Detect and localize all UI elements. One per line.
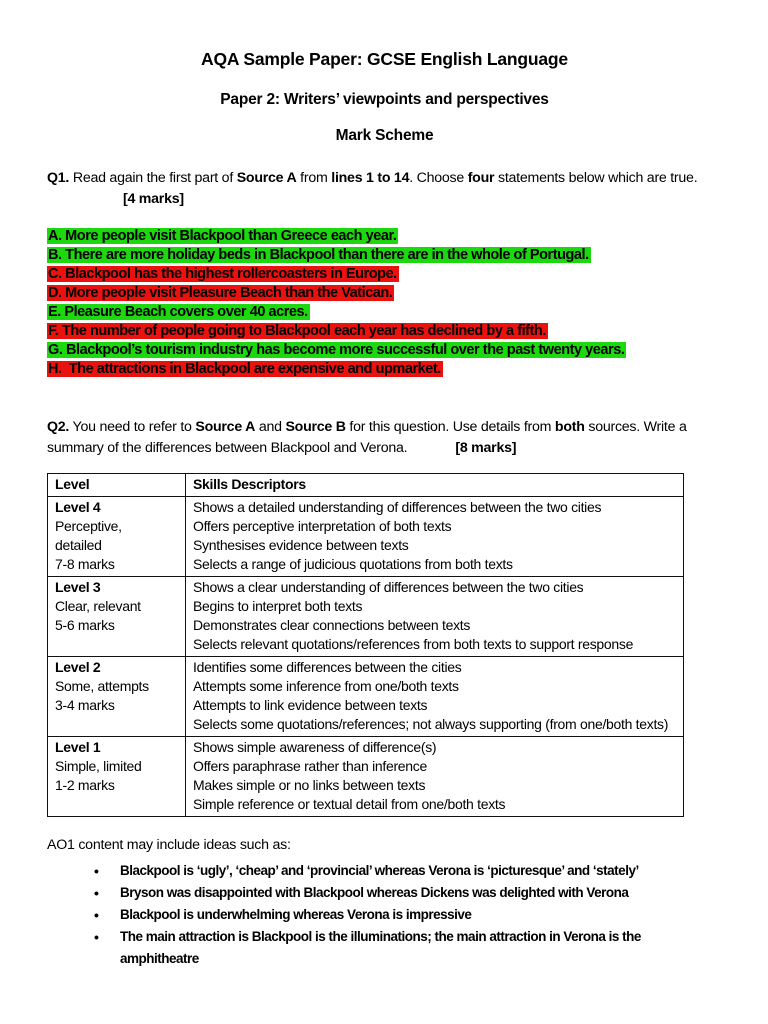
- ao1-content-heading: AO1 content may include ideas such as:: [47, 837, 291, 853]
- statement-a-text: A. More people visit Blackpool than Gree…: [47, 228, 399, 244]
- descriptor: Makes simple or no links between texts: [193, 777, 426, 793]
- table-row-level-1: Level 1 Simple, limited 1-2 marks Shows …: [47, 736, 684, 817]
- statement-f-text: F. The number of people going to Blackpo…: [47, 323, 548, 339]
- descriptor: Offers perceptive interpretation of both…: [193, 518, 452, 534]
- list-item: • Bryson was disappointed with Blackpool…: [47, 882, 722, 904]
- document-page: AQA Sample Paper: GCSE English Language …: [47, 48, 722, 970]
- statement-b: B. There are more holiday beds in Blackp…: [47, 246, 722, 265]
- q1-text: . Choose: [409, 170, 468, 186]
- level-2-cell: Level 2 Some, attempts 3-4 marks: [47, 656, 186, 737]
- statement-b-text: B. There are more holiday beds in Blackp…: [47, 247, 591, 263]
- bullet-icon: •: [94, 863, 99, 879]
- table-row-level-4: Level 4 Perceptive, detailed 7-8 marks S…: [47, 496, 684, 577]
- level-1-name: Level 1: [55, 739, 101, 755]
- level-4-cell: Level 4 Perceptive, detailed 7-8 marks: [47, 496, 186, 577]
- level-4-name: Level 4: [55, 499, 101, 515]
- q2-text: for this question. Use details from: [345, 419, 555, 435]
- statement-d-text: D. More people visit Pleasure Beach than…: [47, 285, 395, 301]
- statement-g-text: G. Blackpool’s tourism industry has beco…: [47, 342, 627, 358]
- statement-h: H. The attractions in Blackpool are expe…: [47, 360, 722, 379]
- descriptor: Shows simple awareness of difference(s): [193, 739, 437, 755]
- q2-number: Q2.: [47, 419, 70, 435]
- ao1-bullet-list: • Blackpool is ‘ugly’, ‘cheap’ and ‘prov…: [47, 860, 722, 970]
- mark-scheme-heading: Mark Scheme: [335, 127, 434, 144]
- q2-text: and: [255, 419, 286, 435]
- level-2-name: Level 2: [55, 659, 101, 675]
- q1-text: statements below which are true.: [494, 170, 698, 186]
- statement-e-text: E. Pleasure Beach covers over 40 acres.: [47, 304, 310, 320]
- mark-scheme-table: Level Skills Descriptors Level 4 Percept…: [47, 473, 684, 817]
- table-row-level-2: Level 2 Some, attempts 3-4 marks Identif…: [47, 656, 684, 737]
- level-3-cell: Level 3 Clear, relevant 5-6 marks: [47, 576, 186, 657]
- descriptor: Selects a range of judicious quotations …: [193, 556, 513, 572]
- statement-d: D. More people visit Pleasure Beach than…: [47, 284, 722, 303]
- list-item: • Blackpool is underwhelming whereas Ver…: [47, 904, 722, 926]
- q1-text: from: [296, 170, 332, 186]
- question-2: Q2. You need to refer to Source A and So…: [47, 417, 722, 459]
- bullet-icon: •: [94, 885, 99, 901]
- statement-list: A. More people visit Blackpool than Gree…: [47, 227, 722, 379]
- statement-e: E. Pleasure Beach covers over 40 acres.: [47, 303, 722, 322]
- statement-c: C. Blackpool has the highest rollercoast…: [47, 265, 722, 284]
- q2-text: sources. Write a summary of the differen…: [47, 419, 687, 456]
- level-2-descriptors: Identifies some differences between the …: [185, 656, 684, 737]
- q2-text: You need to refer to: [69, 419, 196, 435]
- table-header-row: Level Skills Descriptors: [47, 473, 684, 497]
- column-header-skills: Skills Descriptors: [185, 473, 684, 497]
- descriptor: Synthesises evidence between texts: [193, 537, 409, 553]
- bullet-text: Blackpool is underwhelming whereas Veron…: [120, 907, 472, 922]
- level-4-detail: Perceptive, detailed 7-8 marks: [55, 518, 122, 572]
- descriptor: Selects relevant quotations/references f…: [193, 636, 634, 652]
- q2-marks: [8 marks]: [455, 440, 517, 456]
- descriptor: Offers paraphrase rather than inference: [193, 758, 427, 774]
- level-4-descriptors: Shows a detailed understanding of differ…: [185, 496, 684, 577]
- descriptor: Shows a clear understanding of differenc…: [193, 579, 584, 595]
- statement-g: G. Blackpool’s tourism industry has beco…: [47, 341, 722, 360]
- statement-h-text: H. The attractions in Blackpool are expe…: [47, 361, 443, 377]
- level-3-descriptors: Shows a clear understanding of differenc…: [185, 576, 684, 657]
- column-header-level: Level: [47, 473, 186, 497]
- descriptor: Selects some quotations/references; not …: [193, 716, 669, 732]
- q1-source-a: Source A: [236, 170, 297, 186]
- bullet-icon: •: [94, 907, 99, 923]
- descriptor: Identifies some differences between the …: [193, 659, 462, 675]
- paper-subtitle: Paper 2: Writers’ viewpoints and perspec…: [220, 91, 549, 108]
- q2-both: both: [554, 419, 585, 435]
- descriptor: Demonstrates clear connections between t…: [193, 617, 471, 633]
- question-1: Q1. Read again the first part of Source …: [47, 168, 722, 210]
- descriptor: Attempts some inference from one/both te…: [193, 678, 459, 694]
- descriptor: Attempts to link evidence between texts: [193, 697, 428, 713]
- q1-number: Q1.: [47, 170, 70, 186]
- q1-text: Read again the first part of: [69, 170, 237, 186]
- q2-source-a: Source A: [195, 419, 256, 435]
- level-1-descriptors: Shows simple awareness of difference(s) …: [185, 736, 684, 817]
- level-1-detail: Simple, limited 1-2 marks: [55, 758, 142, 793]
- descriptor: Begins to interpret both texts: [193, 598, 363, 614]
- q1-four: four: [467, 170, 495, 186]
- bullet-text: Blackpool is ‘ugly’, ‘cheap’ and ‘provin…: [120, 863, 639, 878]
- level-1-cell: Level 1 Simple, limited 1-2 marks: [47, 736, 186, 817]
- descriptor: Simple reference or textual detail from …: [193, 796, 506, 812]
- level-2-detail: Some, attempts 3-4 marks: [55, 678, 149, 713]
- list-item: • The main attraction is Blackpool is th…: [47, 926, 722, 970]
- descriptor: Shows a detailed understanding of differ…: [193, 499, 602, 515]
- list-item: • Blackpool is ‘ugly’, ‘cheap’ and ‘prov…: [47, 860, 722, 882]
- statement-f: F. The number of people going to Blackpo…: [47, 322, 722, 341]
- statement-c-text: C. Blackpool has the highest rollercoast…: [47, 266, 399, 282]
- bullet-icon: •: [94, 929, 99, 945]
- bullet-text: The main attraction is Blackpool is the …: [120, 929, 641, 966]
- table-row-level-3: Level 3 Clear, relevant 5-6 marks Shows …: [47, 576, 684, 657]
- q1-marks: [4 marks]: [123, 191, 184, 207]
- level-3-name: Level 3: [55, 579, 101, 595]
- q2-source-b: Source B: [285, 419, 346, 435]
- q1-lines: lines 1 to 14: [331, 170, 410, 186]
- level-3-detail: Clear, relevant 5-6 marks: [55, 598, 141, 633]
- page-title: AQA Sample Paper: GCSE English Language: [201, 49, 568, 69]
- statement-a: A. More people visit Blackpool than Gree…: [47, 227, 722, 246]
- bullet-text: Bryson was disappointed with Blackpool w…: [120, 885, 629, 900]
